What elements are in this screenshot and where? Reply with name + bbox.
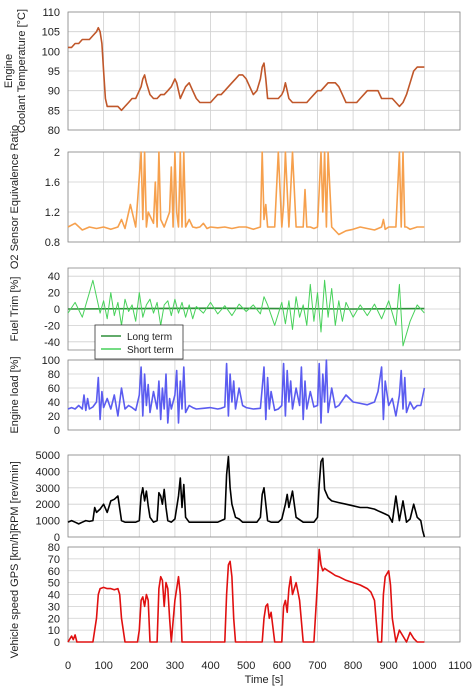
x-tick-label: 600	[273, 660, 291, 672]
y-tick-label: 100	[42, 355, 60, 367]
y-tick-label: 1.6	[45, 177, 60, 189]
legend-box	[94, 324, 184, 360]
plot-frame	[67, 546, 461, 643]
panel-4: 5000 4000 3000 2000 1000 0 RPM [rev/min]	[9, 450, 461, 544]
y-tick-label: 0	[54, 637, 60, 649]
legend-label: Short term	[127, 345, 174, 356]
y-tick-label: 3000	[36, 483, 60, 495]
series-line-short-term	[67, 279, 425, 347]
y-tick-label: 80	[48, 125, 60, 137]
x-tick-label: 300	[166, 660, 184, 672]
y-axis-label: Engine load [%]	[9, 356, 21, 433]
y-tick-label: 105	[42, 27, 60, 39]
y-tick-label: 80	[48, 369, 60, 381]
y-axis-label: Engine	[3, 54, 15, 88]
y-tick-label: 40	[48, 271, 60, 283]
y-tick-label: 40	[48, 397, 60, 409]
y-tick-label: -20	[44, 320, 60, 332]
y-tick-label: 60	[48, 566, 60, 578]
y-tick-label: 1.2	[45, 207, 60, 219]
y-axis-label: O2 Sensor Equivalence Ratio	[9, 125, 21, 269]
y-tick-label: -40	[44, 337, 60, 349]
y-tick-label: 2	[54, 147, 60, 159]
x-tick-label: 200	[130, 660, 148, 672]
y-tick-label: 5000	[36, 450, 60, 462]
x-tick-label: 400	[201, 660, 219, 672]
y-tick-label: 0.8	[45, 237, 60, 249]
y-tick-label: 10	[48, 625, 60, 637]
panel-2: 40 20 0 -20 -40 Fuel Trim [%] Long term Short t…	[9, 267, 461, 360]
x-tick-label: 700	[308, 660, 326, 672]
x-axis-label: Time [s]	[245, 674, 284, 686]
y-tick-label: 95	[48, 66, 60, 78]
y-tick-label: 1000	[36, 516, 60, 528]
y-tick-label: 100	[42, 46, 60, 58]
y-tick-label: 70	[48, 554, 60, 566]
y-tick-label: 0	[54, 532, 60, 544]
y-tick-label: 40	[48, 590, 60, 602]
plot-frame	[67, 151, 461, 243]
x-tick-label: 800	[344, 660, 362, 672]
series-line-load	[67, 359, 426, 424]
plot-frame	[67, 11, 461, 131]
y-tick-label: 110	[42, 7, 60, 19]
y-axis-label: Coolant Temperature [°C]	[16, 9, 28, 133]
y-tick-label: 90	[48, 86, 60, 98]
y-tick-label: 2000	[36, 499, 60, 511]
series-line-rpm	[67, 455, 426, 538]
x-tick-label: 500	[237, 660, 255, 672]
y-tick-label: 60	[48, 383, 60, 395]
legend-label: Long term	[127, 332, 172, 343]
plot-frame	[67, 454, 461, 538]
x-tick-label: 1100	[448, 660, 472, 672]
y-tick-label: 50	[48, 578, 60, 590]
series-line-o2	[67, 151, 425, 236]
panel-1: 2 1.6 1.2 0.8 O2 Sensor Equivalence Ratio	[9, 125, 461, 269]
y-tick-label: 4000	[36, 466, 60, 478]
y-axis-label: Vehicle speed GPS [km/h]	[9, 531, 21, 659]
plot-frame	[67, 359, 461, 431]
y-tick-label: 80	[48, 542, 60, 554]
y-tick-label: 20	[48, 411, 60, 423]
y-tick-label: 20	[48, 613, 60, 625]
x-tick-label: 0	[65, 660, 71, 672]
y-axis-label: Fuel Trim [%]	[9, 277, 21, 342]
series-line-speed	[67, 548, 425, 643]
x-tick-label: 1000	[412, 660, 436, 672]
panel-3: 100 80 60 40 20 0 Engine load [%]	[9, 355, 461, 437]
y-tick-label: 0	[54, 425, 60, 437]
x-tick-label: 100	[94, 660, 112, 672]
series-line-coolant	[68, 26, 425, 112]
x-tick-label: 900	[380, 660, 398, 672]
y-tick-label: 30	[48, 601, 60, 613]
y-tick-label: 20	[48, 288, 60, 300]
y-axis-label: RPM [rev/min]	[9, 461, 21, 531]
y-tick-label: 0	[54, 304, 60, 316]
y-tick-label: 85	[48, 105, 60, 117]
panel-0: 110 105 100 95 90 85 80 Engine Coolant Temperatu…	[3, 7, 461, 137]
